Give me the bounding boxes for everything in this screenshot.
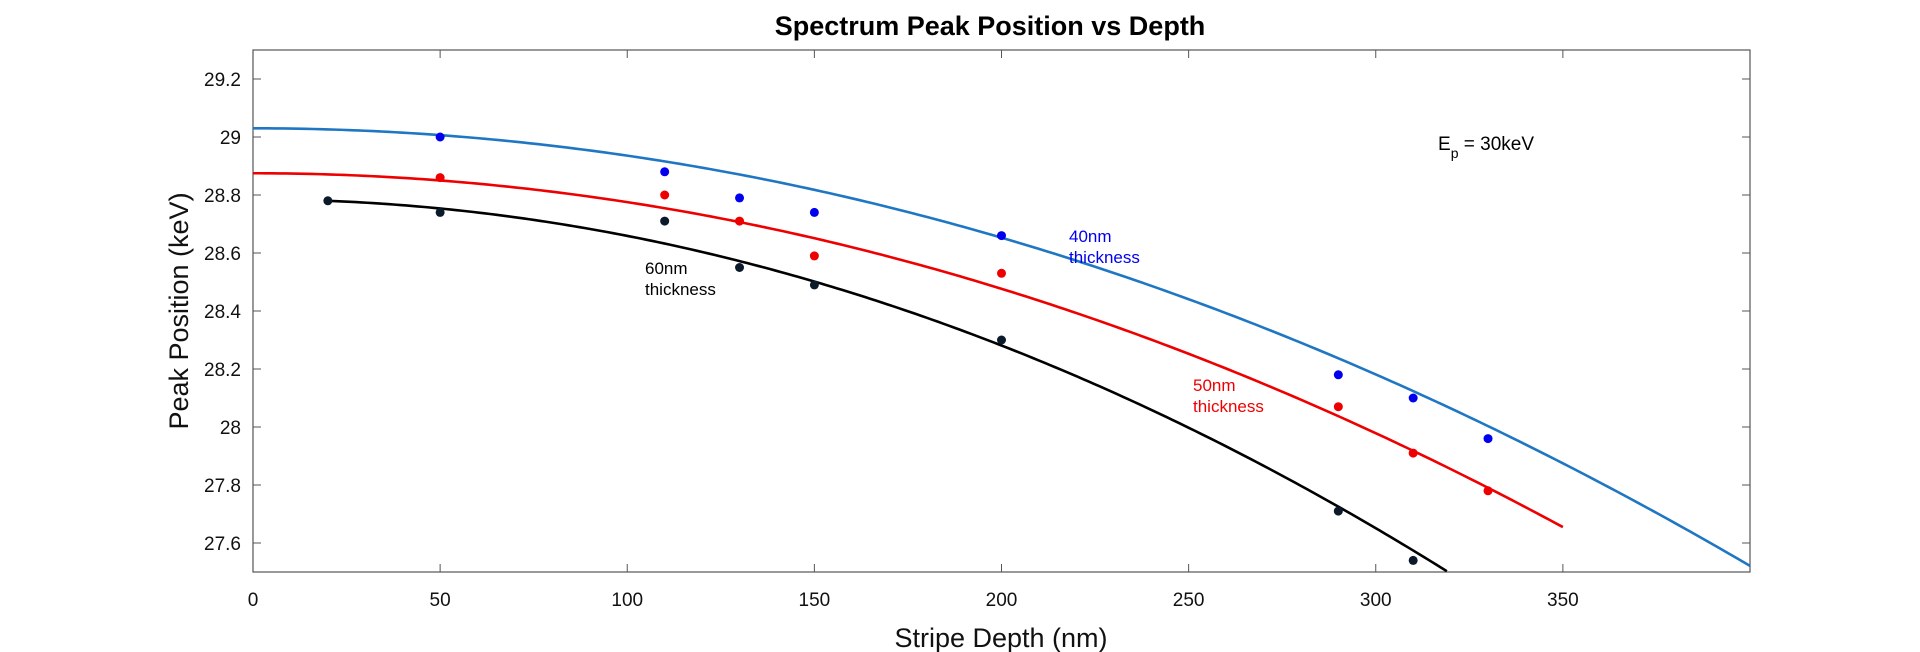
data-point <box>435 173 445 183</box>
data-point <box>1408 448 1418 458</box>
x-tick-label: 300 <box>1360 590 1392 611</box>
x-tick-label: 0 <box>248 590 259 611</box>
data-point <box>735 216 745 226</box>
series-label: 60nm thickness <box>645 259 716 299</box>
y-tick-label: 28.6 <box>204 244 241 265</box>
y-tick-label: 28.2 <box>204 360 241 381</box>
data-point <box>809 207 819 217</box>
y-tick-label: 29 <box>220 128 241 149</box>
data-point <box>435 132 445 142</box>
fit-curve <box>252 171 1564 529</box>
x-axis-label: Stripe Depth (nm) <box>894 623 1107 652</box>
y-tick-label: 28.4 <box>204 302 241 323</box>
annotations: 40nm thickness 50nm thickness 60nm thickness E… <box>645 134 1534 416</box>
data-points <box>323 132 1493 565</box>
data-point <box>809 280 819 290</box>
data-point <box>660 216 670 226</box>
x-axis: 0 50 100 150 200 250 300 350 <box>248 50 1579 611</box>
data-point <box>435 207 445 217</box>
y-tick-label: 28 <box>220 418 241 439</box>
y-tick-label: 27.8 <box>204 476 241 497</box>
x-tick-label: 150 <box>799 590 831 611</box>
y-axis: 27.6 27.8 28 28.2 28.4 28.6 28.8 29 29.2 <box>204 70 1750 555</box>
x-tick-label: 200 <box>986 590 1018 611</box>
data-point <box>1408 393 1418 403</box>
data-point <box>735 193 745 203</box>
data-point <box>997 268 1006 278</box>
plot-frame <box>252 49 1751 573</box>
y-tick-label: 29.2 <box>204 70 241 91</box>
y-tick-label: 27.6 <box>204 534 241 555</box>
data-point <box>997 231 1006 241</box>
data-point <box>660 167 670 177</box>
data-point <box>997 335 1006 345</box>
x-tick-label: 350 <box>1547 590 1579 611</box>
x-tick-label: 50 <box>430 590 451 611</box>
data-point <box>1333 370 1343 380</box>
data-point <box>1333 506 1343 516</box>
data-point <box>1483 486 1493 496</box>
x-tick-label: 250 <box>1173 590 1205 611</box>
data-point <box>1333 402 1343 412</box>
fit-curve <box>327 199 1448 573</box>
fit-curve <box>252 127 1751 567</box>
data-point <box>809 251 819 261</box>
data-point <box>735 263 745 272</box>
fit-curves <box>252 127 1751 573</box>
energy-label: Ep = 30keV <box>1438 134 1534 161</box>
y-axis-label: Peak Position (keV) <box>164 192 194 429</box>
data-point <box>1408 555 1418 565</box>
series-label: 50nm thickness <box>1193 376 1264 416</box>
chart-title: Spectrum Peak Position vs Depth <box>775 11 1206 41</box>
data-point <box>323 196 333 206</box>
series-label: 40nm thickness <box>1069 227 1140 267</box>
data-point <box>660 190 670 200</box>
x-tick-label: 100 <box>611 590 643 611</box>
data-point <box>1483 434 1493 444</box>
y-tick-label: 28.8 <box>204 186 241 207</box>
